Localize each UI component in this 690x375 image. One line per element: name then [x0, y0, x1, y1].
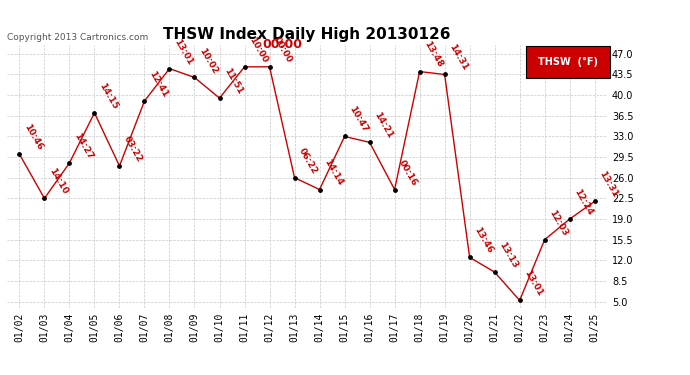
Point: [214, 95, 225, 101]
Point: [164, 66, 175, 72]
Text: 06:22: 06:22: [297, 146, 319, 176]
Point: [539, 237, 550, 243]
Text: 14:15: 14:15: [97, 81, 119, 111]
Text: 13:46: 13:46: [472, 226, 494, 255]
FancyBboxPatch shape: [526, 46, 610, 78]
Text: 14:31: 14:31: [447, 43, 469, 72]
Point: [464, 254, 475, 260]
Point: [389, 186, 400, 192]
Text: 13:48: 13:48: [422, 40, 444, 69]
Point: [414, 69, 425, 75]
Point: [314, 186, 325, 192]
Text: THSW  (°F): THSW (°F): [538, 57, 598, 67]
Point: [239, 64, 250, 70]
Point: [439, 72, 450, 78]
Text: Copyright 2013 Cartronics.com: Copyright 2013 Cartronics.com: [7, 33, 148, 42]
Text: 10:02: 10:02: [197, 46, 219, 75]
Text: 13:13: 13:13: [497, 240, 520, 270]
Text: 12:24: 12:24: [572, 187, 594, 217]
Point: [264, 64, 275, 70]
Text: 12:03: 12:03: [547, 208, 569, 237]
Text: 13:31: 13:31: [598, 170, 620, 199]
Text: 00:00: 00:00: [262, 38, 302, 51]
Text: 13:01: 13:01: [172, 37, 194, 66]
Title: THSW Index Daily High 20130126: THSW Index Daily High 20130126: [164, 27, 451, 42]
Point: [289, 175, 300, 181]
Text: 14:21: 14:21: [372, 111, 394, 140]
Text: 14:14: 14:14: [322, 158, 344, 187]
Point: [139, 98, 150, 104]
Point: [514, 297, 525, 303]
Text: 11:51: 11:51: [222, 66, 244, 96]
Point: [189, 75, 200, 81]
Text: 10:46: 10:46: [22, 123, 44, 152]
Point: [489, 269, 500, 275]
Point: [14, 151, 25, 157]
Point: [64, 160, 75, 166]
Text: 00:00: 00:00: [272, 36, 294, 64]
Text: 14:27: 14:27: [72, 131, 94, 160]
Point: [564, 216, 575, 222]
Point: [89, 110, 100, 116]
Point: [364, 140, 375, 146]
Point: [39, 195, 50, 201]
Text: 14:10: 14:10: [47, 167, 69, 196]
Point: [114, 163, 125, 169]
Text: 13:01: 13:01: [522, 269, 544, 298]
Text: 00:16: 00:16: [397, 158, 419, 187]
Text: 10:47: 10:47: [347, 105, 369, 134]
Text: 12:41: 12:41: [147, 69, 169, 99]
Point: [589, 198, 600, 204]
Text: 03:22: 03:22: [122, 134, 144, 164]
Text: 10:00: 10:00: [247, 36, 269, 64]
Point: [339, 134, 350, 140]
